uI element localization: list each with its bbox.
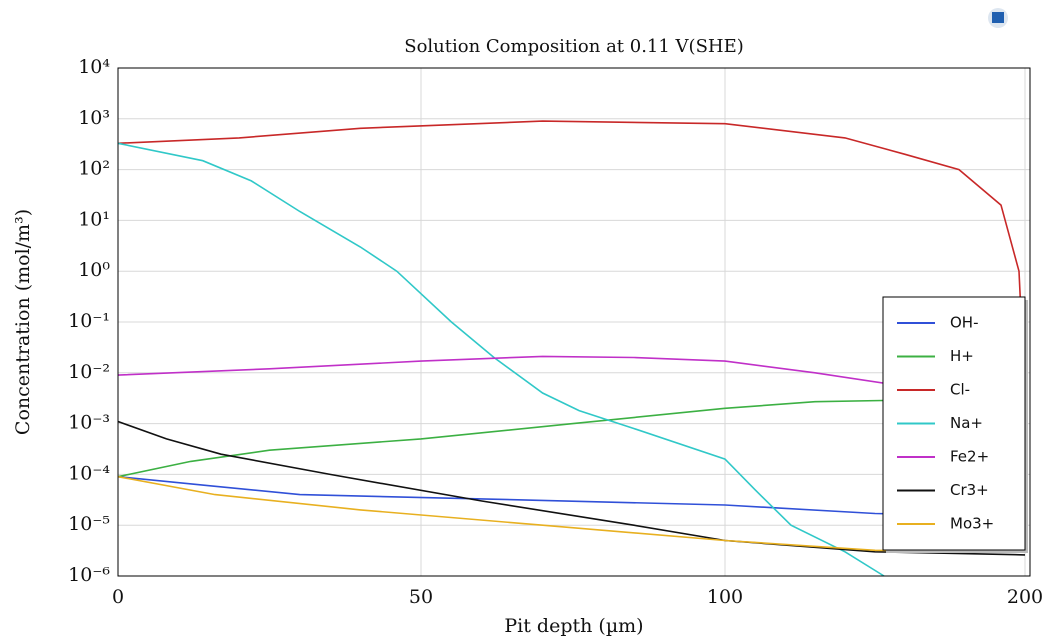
y-axis-label: Concentration (mol/m³) — [12, 209, 34, 435]
legend-label: Mo3+ — [950, 515, 994, 533]
series-line — [117, 420, 1026, 556]
y-tick-label: 10⁻² — [68, 361, 110, 383]
legend-label: Cr3+ — [950, 481, 989, 499]
chart-title: Solution Composition at 0.11 V(SHE) — [404, 36, 744, 57]
y-tick-label: 10¹ — [78, 208, 110, 230]
series-line — [117, 475, 1026, 518]
series-line — [117, 142, 885, 577]
y-tick-label: 10² — [78, 158, 110, 180]
x-axis-label: Pit depth (µm) — [504, 615, 643, 637]
plot-frame — [117, 67, 1031, 577]
y-tick-label: 10⁰ — [78, 259, 110, 281]
x-tick-label: 100 — [707, 586, 743, 608]
y-tick-label: 10⁻¹ — [68, 310, 110, 332]
y-tick-label: 10⁻⁵ — [68, 513, 110, 535]
series-line — [117, 399, 906, 478]
y-tick-label: 10⁻³ — [68, 412, 110, 434]
lines — [117, 120, 1026, 577]
legend-label: Fe2+ — [950, 448, 989, 466]
y-tick-label: 10⁻⁴ — [68, 462, 110, 484]
tick-labels: 0 50 100 200 10⁴ 10³ 10² 10¹ 10⁰ 10⁻¹ 10⁻² 10⁻³ 10⁻⁴… — [68, 56, 1043, 608]
x-tick-label: 50 — [409, 586, 433, 608]
legend: OH- H+ Cl- Na+ Fe2+ Cr3+ Mo3+ — [897, 314, 994, 533]
x-tick-label: 200 — [1007, 586, 1043, 608]
series-line — [117, 120, 1026, 400]
x-tick-label: 0 — [112, 586, 124, 608]
y-tick-label: 10³ — [78, 107, 110, 129]
series-line — [117, 355, 891, 385]
legend-label: Cl- — [950, 381, 970, 399]
legend-label: Na+ — [950, 414, 983, 432]
series-line — [117, 475, 1026, 553]
legend-label: OH- — [950, 314, 979, 332]
legend-label: H+ — [950, 347, 974, 365]
app-icon-square — [992, 12, 1004, 23]
y-tick-label: 10⁴ — [78, 56, 110, 78]
y-tick-label: 10⁻⁶ — [68, 564, 110, 586]
